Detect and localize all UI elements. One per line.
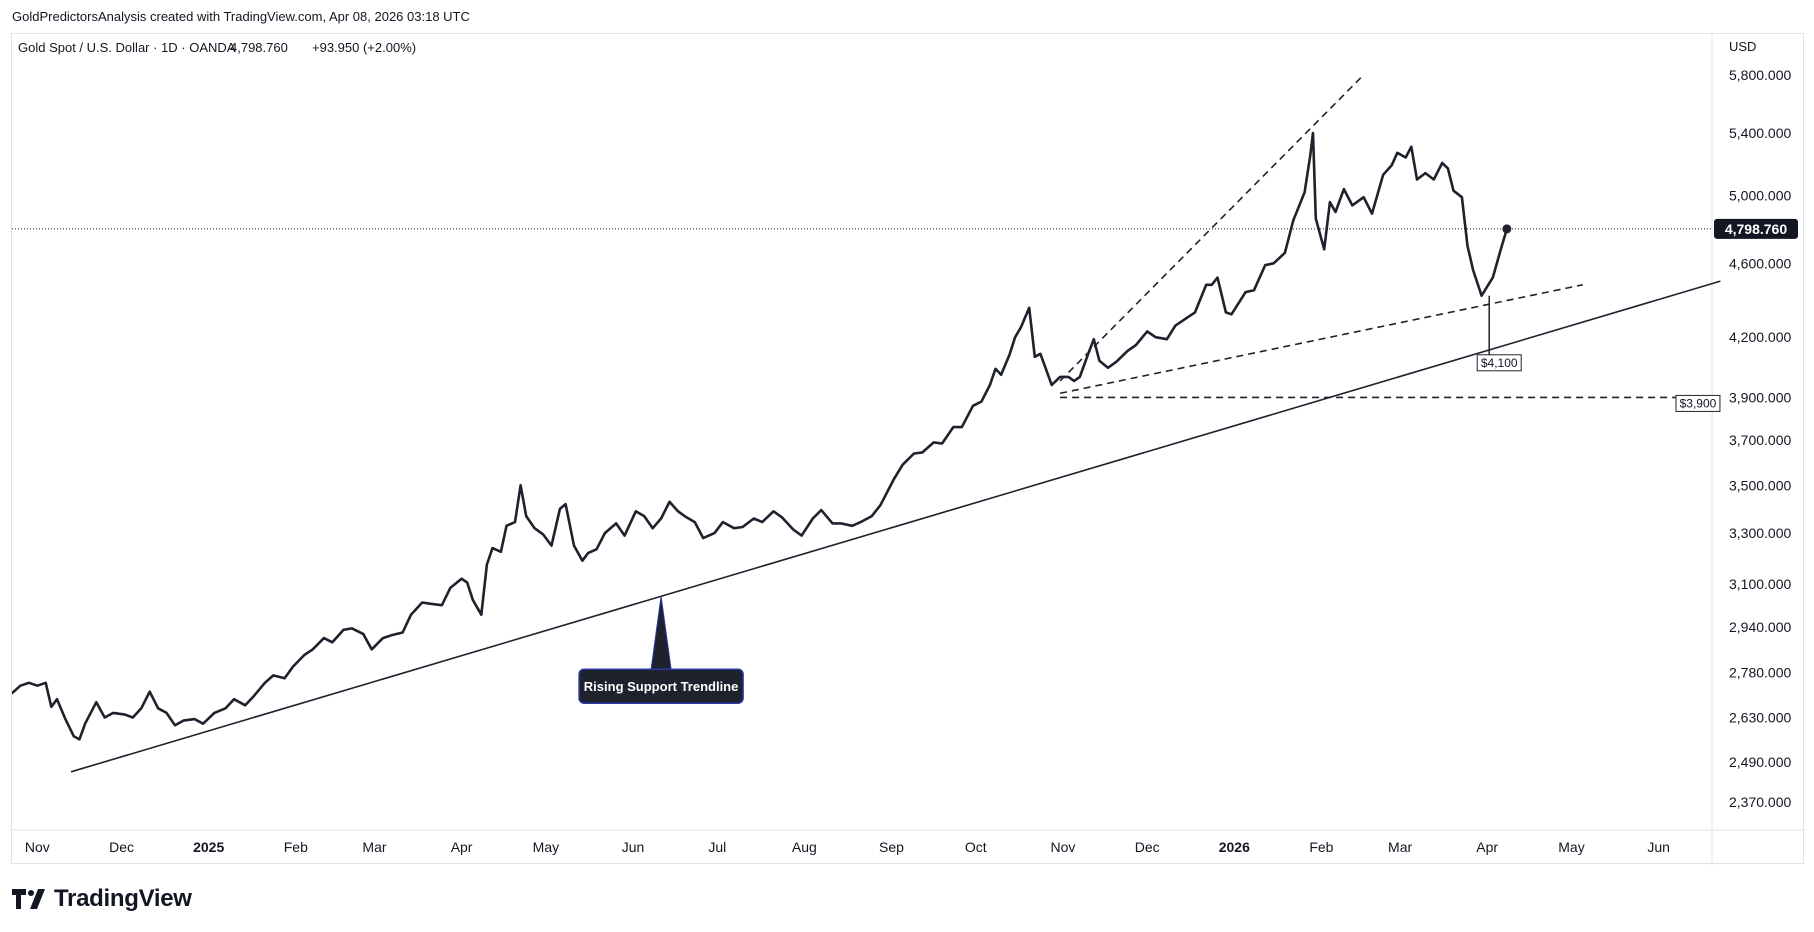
legend-change: +93.950 (+2.00%)	[312, 40, 416, 55]
x-tick-label: Jun	[622, 839, 645, 855]
x-tick-label: Mar	[362, 839, 386, 855]
callout-pointer	[650, 596, 672, 670]
chart-frame: Gold Spot / U.S. Dollar · 1D · OANDA 4,79…	[11, 33, 1805, 865]
y-tick-label: 3,500.000	[1729, 477, 1791, 493]
annotation-box	[1675, 394, 1721, 412]
annotation-label: $4,100	[1481, 356, 1518, 370]
x-tick-label: Jul	[708, 839, 726, 855]
x-tick-label: Dec	[109, 839, 134, 855]
y-tick-label: 3,700.000	[1729, 432, 1791, 448]
y-tick-label: 5,800.000	[1729, 67, 1791, 83]
x-tick-label: May	[533, 839, 559, 855]
tradingview-logo[interactable]: TradingView	[12, 885, 192, 913]
x-tick-label: Apr	[451, 839, 473, 855]
price-series-line	[12, 131, 1509, 741]
y-tick-label: 5,000.000	[1729, 188, 1791, 204]
x-tick-label: Dec	[1135, 839, 1160, 855]
currency-label: USD	[1729, 39, 1756, 54]
x-tick-label: Feb	[1309, 839, 1333, 855]
last-price-badge	[1714, 218, 1798, 239]
trendline-lower-channel	[1059, 283, 1583, 395]
x-tick-label: Feb	[284, 839, 308, 855]
trendline-rising-support	[70, 280, 1721, 773]
x-tick-label: May	[1558, 839, 1584, 855]
last-price-marker	[1502, 224, 1512, 234]
y-tick-label: 2,370.000	[1729, 794, 1791, 810]
x-tick-label: 2025	[193, 839, 224, 855]
y-tick-label: 4,600.000	[1729, 255, 1791, 271]
x-tick-label: Apr	[1476, 839, 1498, 855]
annotation-label: $3,900	[1680, 396, 1717, 410]
y-tick-label: 2,780.000	[1729, 664, 1791, 680]
y-tick-label: 3,300.000	[1729, 525, 1791, 541]
x-tick-label: Oct	[965, 839, 987, 855]
tradingview-logo-icon	[12, 889, 45, 909]
y-tick-label: 3,100.000	[1729, 576, 1791, 592]
trendline-upper-channel	[1059, 77, 1362, 382]
x-tick-label: Nov	[1050, 839, 1075, 855]
x-tick-label: 2026	[1219, 839, 1250, 855]
x-tick-label: Aug	[792, 839, 817, 855]
y-tick-label: 2,940.000	[1729, 619, 1791, 635]
chart-byline: GoldPredictorsAnalysis created with Trad…	[12, 9, 470, 24]
y-tick-label: 5,400.000	[1729, 125, 1791, 141]
legend-last-price: 4,798.760	[230, 40, 288, 55]
y-tick-label: 4,200.000	[1729, 329, 1791, 345]
price-chart[interactable]: Gold Spot / U.S. Dollar · 1D · OANDA4,79…	[12, 34, 1805, 865]
last-price-badge-label: 4,798.760	[1725, 221, 1787, 237]
tradingview-logo-text: TradingView	[54, 885, 192, 912]
x-tick-label: Nov	[25, 839, 50, 855]
y-tick-label: 2,630.000	[1729, 710, 1791, 726]
callout-label: Rising Support Trendline	[584, 679, 739, 694]
x-tick-label: Mar	[1388, 839, 1412, 855]
callout-box	[578, 668, 744, 704]
x-tick-label: Jun	[1647, 839, 1670, 855]
y-tick-label: 2,490.000	[1729, 754, 1791, 770]
annotation-box	[1476, 354, 1522, 372]
x-tick-label: Sep	[879, 839, 904, 855]
legend-symbol: Gold Spot / U.S. Dollar · 1D · OANDA	[18, 40, 236, 55]
y-tick-label: 3,900.000	[1729, 389, 1791, 405]
